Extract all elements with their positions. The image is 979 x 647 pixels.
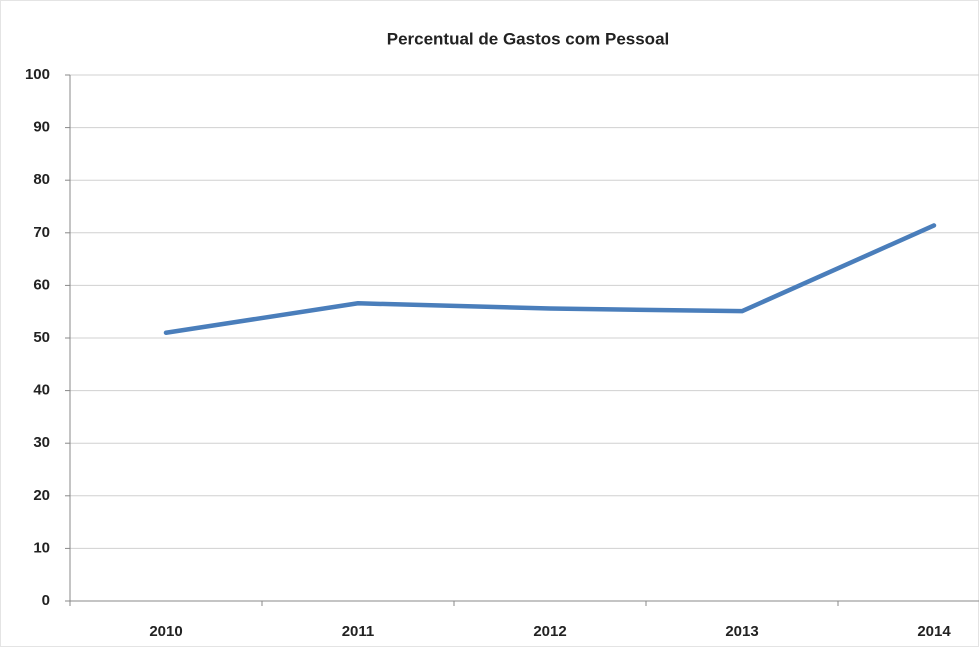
y-tick-label: 50 [33, 329, 50, 346]
y-tick-label: 30 [33, 434, 50, 451]
y-tick-label: 90 [33, 119, 50, 136]
y-tick-label: 60 [33, 276, 50, 293]
y-tick-label: 0 [42, 592, 50, 609]
x-tick-label: 2011 [342, 623, 375, 640]
y-tick-label: 100 [25, 66, 50, 83]
x-tick-label: 2010 [149, 623, 182, 640]
x-tick-label: 2014 [917, 623, 951, 640]
y-tick-label: 70 [33, 224, 50, 241]
x-tick-label: 2012 [533, 623, 566, 640]
y-tick-label: 40 [33, 382, 50, 399]
data-line [163, 223, 937, 335]
y-tick-label: 80 [33, 171, 50, 188]
chart-title: Percentual de Gastos com Pessoal [387, 29, 670, 48]
y-tick-label: 10 [33, 539, 50, 556]
y-tick-label: 20 [33, 487, 50, 504]
x-tick-label: 2013 [725, 623, 758, 640]
